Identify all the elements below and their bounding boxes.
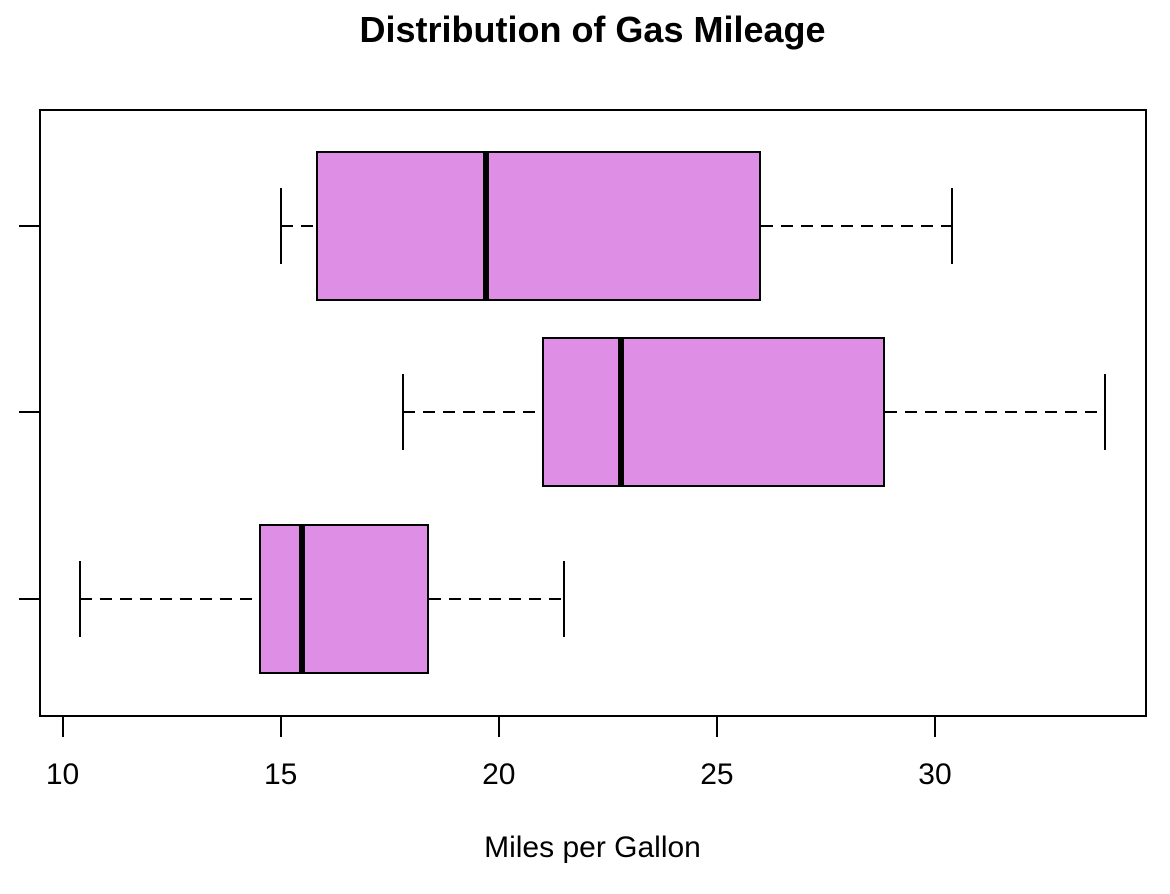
chart-title: Distribution of Gas Mileage bbox=[359, 9, 826, 50]
whisker-cap-min bbox=[79, 561, 81, 637]
box bbox=[315, 151, 761, 301]
whisker-upper bbox=[884, 411, 1106, 413]
median-line bbox=[299, 524, 306, 674]
x-axis-tick bbox=[497, 717, 500, 737]
x-tick-label: 25 bbox=[700, 758, 734, 791]
x-axis-tick bbox=[279, 717, 282, 737]
whisker-cap-max bbox=[563, 561, 566, 637]
whisker-upper bbox=[428, 598, 565, 600]
box bbox=[258, 524, 429, 674]
x-tick-label: 15 bbox=[263, 758, 298, 791]
y-axis-tick bbox=[19, 225, 39, 227]
whisker-cap-max bbox=[951, 188, 954, 264]
x-axis-label: Miles per Gallon bbox=[484, 831, 701, 864]
box bbox=[542, 337, 885, 487]
median-line bbox=[482, 151, 489, 301]
x-tick-label: 20 bbox=[482, 758, 516, 791]
whisker-cap-min bbox=[401, 374, 404, 450]
x-axis-tick bbox=[933, 717, 936, 737]
whisker-cap-max bbox=[1104, 374, 1107, 450]
whisker-cap-min bbox=[279, 188, 282, 264]
x-axis-tick bbox=[715, 717, 718, 737]
whisker-lower bbox=[80, 598, 259, 600]
whisker-lower bbox=[280, 225, 316, 227]
y-axis-tick bbox=[19, 598, 39, 600]
median-line bbox=[617, 337, 624, 487]
x-tick-label: 10 bbox=[45, 758, 80, 791]
x-axis-tick bbox=[61, 717, 64, 737]
whisker-upper bbox=[760, 225, 953, 227]
x-tick-label: 30 bbox=[918, 758, 952, 791]
whisker-lower bbox=[402, 411, 543, 413]
y-axis-tick bbox=[19, 411, 39, 413]
